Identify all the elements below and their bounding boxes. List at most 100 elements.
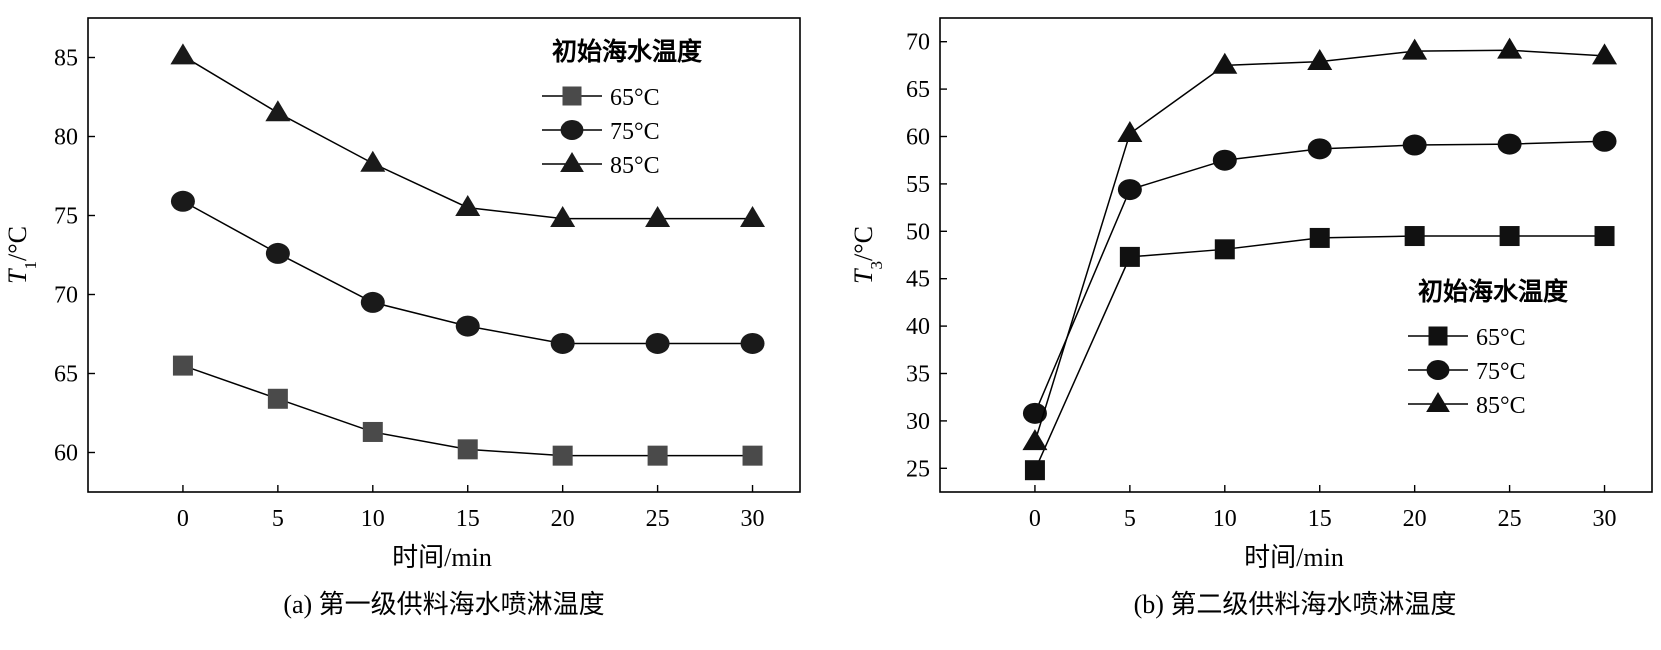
data-point [742, 445, 763, 466]
data-point [1307, 49, 1333, 71]
x-tick-label: 15 [1308, 506, 1332, 532]
data-point [740, 206, 766, 228]
data-point [1117, 179, 1142, 201]
y-tick-label: 60 [906, 125, 930, 151]
x-axis-label: 时间/min [392, 543, 492, 572]
legend-marker [560, 152, 584, 172]
legend-title: 初始海水温度 [552, 37, 702, 66]
data-point [1592, 130, 1617, 152]
data-point [1022, 429, 1048, 451]
y-axis-ticks: 60 65 70 75 80 85 [54, 46, 95, 467]
data-point [1404, 226, 1425, 247]
data-point [645, 332, 670, 354]
series-line [1034, 235, 1605, 471]
y-axis-label-sub: 3 [867, 261, 886, 270]
legend-title: 初始海水温度 [1418, 277, 1568, 306]
y-tick-label: 35 [906, 362, 930, 388]
y-tick-label: 60 [54, 441, 78, 467]
y-axis-label-main: T [849, 268, 878, 284]
legend-entry-label: 75°C [1476, 359, 1526, 385]
data-point [1307, 138, 1332, 160]
x-tick-label: 10 [361, 506, 385, 532]
y-tick-label: 50 [906, 219, 930, 245]
y-tick-label: 30 [906, 409, 930, 435]
data-point [1497, 37, 1523, 59]
data-point [550, 332, 575, 354]
caption-b: (b) 第二级供料海水喷淋温度 [1134, 590, 1457, 619]
y-axis-label-unit: /°C [849, 226, 878, 261]
y-tick-label: 65 [906, 77, 930, 103]
y-tick-label: 65 [54, 362, 78, 388]
y-tick-label: 70 [54, 283, 78, 309]
y-tick-label: 75 [54, 204, 78, 230]
data-point [455, 315, 480, 337]
data-point [1212, 149, 1237, 171]
x-tick-label: 25 [646, 506, 670, 532]
x-tick-label: 5 [1124, 506, 1136, 532]
data-point [172, 355, 193, 376]
data-point [1022, 402, 1047, 424]
legend-marker [1428, 326, 1448, 346]
legend-entry-label: 65°C [1476, 325, 1526, 351]
series-line [182, 55, 753, 220]
data-point [645, 206, 671, 228]
series-group [1022, 37, 1618, 481]
y-axis-label-sub: 1 [21, 261, 40, 270]
legend-entry-label: 85°C [1476, 393, 1526, 419]
y-tick-label: 85 [54, 46, 78, 72]
legend-entry-label: 65°C [610, 85, 660, 111]
x-tick-label: 25 [1498, 506, 1522, 532]
y-axis-label: T1/°C [3, 226, 40, 284]
chart-panel-a: 0 5 10 15 20 25 30 60 65 70 75 80 85 初始海水温度 65°C 75°… [3, 17, 801, 619]
x-tick-label: 30 [741, 506, 765, 532]
data-point [1497, 133, 1522, 155]
data-point [170, 43, 196, 65]
data-point [1592, 43, 1618, 65]
y-axis-label: T3/°C [849, 226, 886, 284]
data-point [1117, 121, 1143, 143]
chart-panel-b: 0 5 10 15 20 25 30 25 30 35 40 45 50 55 60 65 70 初始海水温度… [849, 17, 1653, 619]
legend-marker [562, 86, 582, 106]
data-point [457, 439, 478, 460]
x-tick-label: 30 [1593, 506, 1617, 532]
x-tick-label: 0 [1029, 506, 1041, 532]
caption-a: (a) 第一级供料海水喷淋温度 [283, 590, 604, 619]
data-point [267, 388, 288, 409]
y-axis-label-main: T [3, 268, 32, 284]
legend: 初始海水温度 65°C 75°C 85°C [542, 37, 702, 179]
y-tick-label: 45 [906, 267, 930, 293]
data-point [550, 206, 576, 228]
x-tick-label: 15 [456, 506, 480, 532]
data-point [170, 190, 195, 212]
x-axis-label: 时间/min [1244, 543, 1344, 572]
data-point [1214, 239, 1235, 260]
data-point [1594, 226, 1615, 247]
x-axis-ticks: 0 5 10 15 20 25 30 [1029, 485, 1617, 532]
data-point [1024, 460, 1045, 481]
x-tick-label: 20 [551, 506, 575, 532]
series-group [170, 43, 766, 466]
y-tick-label: 40 [906, 314, 930, 340]
data-point [360, 150, 386, 172]
data-point [455, 195, 481, 216]
legend-marker [560, 120, 584, 140]
legend-marker [1426, 392, 1450, 412]
legend: 初始海水温度 65°C 75°C 85°C [1408, 277, 1568, 419]
data-point [1212, 52, 1238, 74]
data-point [740, 332, 765, 354]
x-axis-ticks: 0 5 10 15 20 25 30 [177, 485, 765, 532]
y-tick-label: 55 [906, 172, 930, 198]
x-tick-label: 0 [177, 506, 189, 532]
data-point [1309, 227, 1330, 248]
data-point [265, 242, 290, 264]
data-point [647, 445, 668, 466]
y-tick-label: 25 [906, 456, 930, 482]
y-tick-label: 70 [906, 30, 930, 56]
data-point [1119, 246, 1140, 267]
data-point [1402, 134, 1427, 156]
plot-frame [87, 17, 801, 493]
legend-entry-label: 75°C [610, 119, 660, 145]
data-point [265, 100, 291, 122]
x-tick-label: 10 [1213, 506, 1237, 532]
